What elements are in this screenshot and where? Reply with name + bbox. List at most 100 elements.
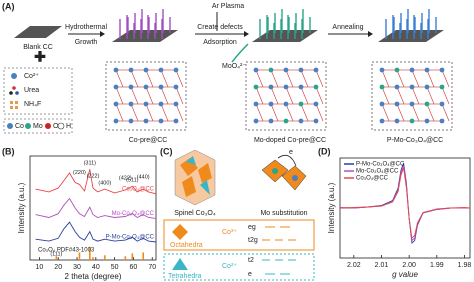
y-axis-label: Intensity (a.u.) [327,182,336,233]
peak-label: (222) [87,174,100,180]
icon [10,101,18,109]
atom [173,101,179,107]
substitution [261,154,307,191]
atom: Mo [33,123,43,130]
atom [424,84,430,90]
atom [424,67,430,73]
level: eg [248,224,256,231]
x-tick-label: 70 [148,264,156,271]
atom [158,84,164,90]
anion: MoO₄²⁻ [222,63,246,70]
crystal [174,149,216,206]
atom [113,67,119,73]
atom [409,101,415,107]
atom [424,101,430,107]
peak-label: (440) [137,175,150,181]
bond [285,69,294,88]
bond [145,86,154,105]
icon [57,122,65,130]
x-tick-label: 20 [54,264,62,271]
plot-frame [29,155,157,261]
legend-label: Mo-Co₃O₄@CC [356,169,399,175]
atom [439,101,445,107]
series-line [35,169,157,195]
atom [143,84,149,90]
bond [130,103,139,122]
atom [439,118,445,124]
reference-bar [104,255,106,260]
plus: ✚ [34,49,46,65]
atom [173,118,179,124]
bond [381,103,390,122]
atom [313,101,319,107]
atom [143,101,149,107]
ion: Co³⁺ [222,229,237,236]
reagent: Co²⁺ [24,73,39,80]
caption: Spinel Co₃O₄ [174,210,216,217]
bond [315,69,324,88]
atom [253,118,259,124]
bond [411,103,420,122]
step: Adsorption [203,39,237,46]
bond [255,103,264,122]
bond [160,103,169,122]
atom [173,67,179,73]
x-tick-label: 2.01 [375,262,389,269]
atom [158,101,164,107]
step: Ar Plasma [212,3,244,10]
level: e [248,271,252,278]
atom [379,101,385,107]
atom [283,84,289,90]
tetra-icon [172,258,188,270]
legend-label: Co₃O₄@CC [356,176,389,182]
reference-bar [142,252,145,260]
bond [396,103,405,122]
atom [298,84,304,90]
bond [411,86,420,105]
series-line [339,167,471,239]
arrow-head [244,31,249,37]
bond [381,86,390,105]
x-tick-label: 10 [36,264,44,271]
bond [300,86,309,105]
atom [128,84,134,90]
atom [128,118,134,124]
panel-label: (B) [2,146,15,156]
bond [396,69,405,88]
atom [439,84,445,90]
octa-box [163,219,315,251]
bond [381,69,390,88]
level: t2 [248,257,254,264]
bond [441,103,450,122]
atom [158,67,164,73]
panel-label: (C) [160,146,173,156]
x-tick-label: 60 [130,264,138,271]
levels [262,226,296,241]
bond [145,69,154,88]
atom [283,118,289,124]
x-axis-label: 2 theta (degree) [65,272,122,281]
atom [268,101,274,107]
bond [300,103,309,122]
caption: Mo substitution [260,210,307,217]
reagent-box [3,67,73,115]
bond [426,103,435,122]
series-line [35,221,157,243]
atom [394,101,400,107]
arrow-head [368,31,373,37]
atom [394,84,400,90]
reference-bar [55,256,58,260]
product: Mo-doped Co-pre@CC [254,137,326,144]
bond [411,69,420,88]
series-label: Mo-Co₃O₄@CC [112,211,155,217]
step: Create defects [197,24,243,31]
reference-label: Co₃O₄ PDF#43-1003 [38,248,95,254]
atom [143,118,149,124]
octa-name: Octahedra [170,242,203,249]
reagent: Urea [24,87,39,94]
bond [175,69,184,88]
bond [396,86,405,105]
x-tick-label: 1.98 [458,262,472,269]
atom [313,118,319,124]
bond [145,103,154,122]
